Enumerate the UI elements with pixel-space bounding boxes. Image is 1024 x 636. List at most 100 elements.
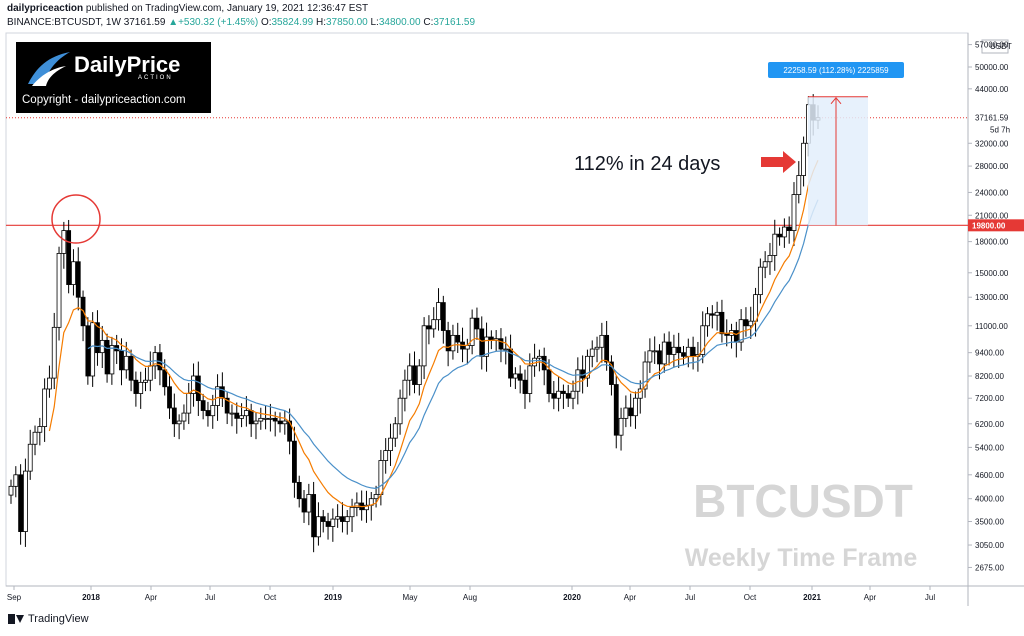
candle-down (272, 417, 278, 422)
candle-down (205, 410, 211, 417)
candle-up (599, 334, 605, 348)
candle-up (210, 405, 216, 417)
candle-up (753, 294, 758, 322)
published-text: published on TradingView.com, January 19… (85, 3, 369, 14)
candle-down (628, 407, 634, 417)
y-tick-label: 18000.00 (975, 238, 1009, 247)
candle-down (733, 330, 739, 343)
candle-up (32, 431, 38, 445)
currency-label: USDT (990, 42, 1012, 51)
candle-up (282, 420, 288, 425)
footer-brand: TradingView (28, 613, 89, 625)
measure-arrowhead (830, 97, 842, 105)
candle-up (42, 388, 48, 427)
candle-up (37, 426, 43, 433)
candle-up (373, 494, 379, 500)
last-price-label: 37161.59 (975, 114, 1009, 123)
candle-up (335, 516, 341, 520)
candle-up (762, 261, 768, 268)
candle-up (642, 361, 648, 390)
measure-label-bg (768, 62, 904, 78)
y-tick-label: 24000.00 (975, 188, 1009, 197)
author-name[interactable]: dailypriceaction (7, 3, 84, 14)
candle-down (517, 373, 523, 381)
tradingview-footer[interactable]: TradingView (8, 613, 89, 625)
y-tick-label: 7200.00 (975, 394, 1004, 403)
candle-down (613, 384, 619, 436)
countdown-label: 5d 7h (990, 126, 1010, 135)
candle-down (681, 352, 686, 357)
candle-up (796, 175, 802, 195)
candle-down (311, 494, 317, 538)
high-value: 37850.00 (326, 17, 368, 28)
ema-slow-line (87, 199, 819, 490)
candle-up (450, 334, 456, 352)
candle-down (786, 226, 792, 231)
candle-down (609, 361, 614, 385)
candle-down (719, 311, 725, 335)
y-tick-label: 11000.00 (975, 322, 1008, 331)
change-value: +530.32 (+1.45%) (178, 17, 259, 28)
y-tick-label: 15000.00 (975, 269, 1009, 278)
candle-down (287, 420, 293, 442)
candle-down (440, 302, 446, 331)
candle-up (791, 194, 797, 231)
y-tick-label: 4000.00 (975, 495, 1004, 504)
y-tick-label: 2675.00 (975, 563, 1004, 572)
candle-down (709, 313, 715, 316)
candle-down (277, 420, 283, 425)
candle-up (243, 410, 249, 417)
y-tick-label: 28000.00 (975, 162, 1009, 171)
candle-up (176, 420, 182, 425)
candle-down (522, 379, 528, 394)
candle-up (181, 412, 187, 422)
candle-up (229, 412, 235, 415)
candle-down (320, 516, 326, 522)
dailypriceaction-logo: DailyPrice ACTION Copyright - dailyprice… (16, 42, 211, 113)
candle-down (248, 410, 254, 425)
low-label: L: (370, 17, 379, 28)
candle-up (623, 407, 629, 419)
x-tick-label: Oct (744, 593, 757, 602)
candle-down (200, 400, 206, 411)
y-tick-label: 21000.00 (975, 211, 1009, 220)
candle-up (637, 388, 643, 399)
candle-down (119, 350, 124, 371)
candle-up (47, 377, 52, 390)
candle-up (700, 325, 706, 355)
low-value: 34800.00 (378, 17, 421, 28)
candle-up (191, 375, 196, 394)
open-label: O: (260, 17, 272, 28)
candle-up (618, 417, 624, 436)
candle-up (138, 381, 144, 394)
candle-down (666, 341, 672, 355)
candle-up (186, 393, 192, 414)
logo-wing-icon (28, 52, 70, 86)
candle-down (455, 334, 461, 343)
candle-up (585, 355, 590, 379)
candle-up (56, 253, 62, 328)
candle-up (536, 355, 542, 359)
candle-up (316, 516, 321, 538)
close-value: 37161.59 (433, 17, 476, 28)
candle-down (546, 369, 552, 394)
candle-down (18, 474, 24, 532)
candle-up (13, 474, 19, 487)
candle-down (657, 350, 662, 365)
candle-up (512, 373, 518, 379)
candle-down (676, 346, 682, 354)
y-tick-label: 9400.00 (975, 349, 1004, 358)
candle-down (498, 338, 504, 350)
candle-up (589, 348, 595, 357)
candle-down (301, 498, 307, 513)
candle-up (71, 261, 76, 285)
candle-down (195, 375, 201, 402)
candle-up (801, 142, 806, 176)
symbol-line: BINANCE:BTCUSDT, 1W (7, 17, 121, 28)
logo-brand: DailyPrice (74, 52, 181, 77)
ema-fast-line (48, 159, 819, 508)
candle-down (234, 412, 240, 419)
high-label: H: (316, 17, 326, 28)
candle-up (330, 518, 336, 527)
